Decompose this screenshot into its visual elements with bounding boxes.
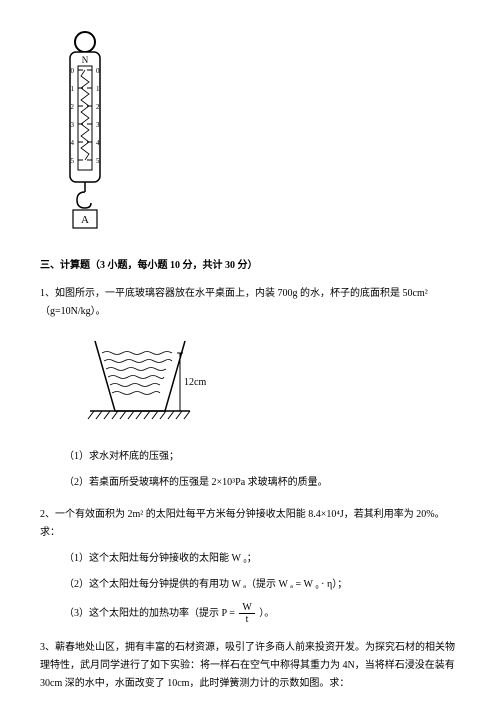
scale-unit-label: N: [82, 55, 89, 65]
problem-3-stem: 3、蕲春地处山区，拥有丰富的石材资源，吸引了许多商人前来投资开发。为探究石材的相…: [40, 639, 460, 693]
problem-1: 1、如图所示，一平底玻璃容器放在水平桌面上，内装 700g 的水，杯子的底面积是…: [40, 285, 460, 492]
problem-1-q1: （1）求水对杯底的压强；: [64, 448, 460, 466]
problem-3: 3、蕲春地处山区，拥有丰富的石材资源，吸引了许多商人前来投资开发。为探究石材的相…: [40, 639, 460, 693]
problem-2-stem: 2、一个有效面积为 2m² 的太阳灶每平方米每分钟接收太阳能 8.4×10⁴J，…: [40, 506, 460, 542]
problem-2-q3: （3）这个太阳灶的加热功率（提示 P = W t ）。: [64, 602, 460, 625]
scale-window: [78, 66, 92, 170]
svg-text:2: 2: [96, 103, 100, 111]
problem-2-q2: （2）这个太阳灶每分钟提供的有用功 W ₐ（提示 W ₐ = W ₀ · η）；: [64, 576, 460, 594]
svg-text:2: 2: [71, 103, 75, 111]
svg-text:0: 0: [71, 67, 75, 75]
problem-2-q1: （1）这个太阳灶每分钟接收的太阳能 W ₀；: [64, 550, 460, 568]
scale-ring: [75, 32, 95, 52]
block-a-label: A: [81, 214, 89, 226]
svg-text:1: 1: [96, 85, 100, 93]
scale-hook: [77, 192, 91, 208]
svg-text:1: 1: [71, 85, 75, 93]
svg-text:4: 4: [71, 139, 75, 147]
water-lines: [102, 352, 172, 395]
svg-text:3: 3: [96, 121, 100, 129]
beaker-figure: 12cm: [80, 331, 460, 438]
ground-hatch: [88, 411, 190, 419]
frac-den: t: [239, 614, 254, 625]
problem-1-q2: （2）若桌面所受玻璃杯的压强是 2×10³Pa 求玻璃杯的质量。: [64, 474, 460, 492]
spring-scale-svg: N 0 0 1 1 2 2 3 3 4 4 5 5 A: [50, 30, 120, 230]
frac-num: W: [239, 602, 254, 614]
svg-text:3: 3: [71, 121, 75, 129]
beaker-svg: 12cm: [80, 331, 220, 431]
problem-2-q3-text-b: ）。: [259, 608, 274, 619]
fraction-w-over-t: W t: [239, 602, 254, 625]
svg-text:5: 5: [71, 157, 75, 165]
section-title: 三、计算题（3 小题，每小题 10 分，共计 30 分）: [40, 257, 460, 275]
svg-text:4: 4: [96, 139, 100, 147]
problem-1-stem: 1、如图所示，一平底玻璃容器放在水平桌面上，内装 700g 的水，杯子的底面积是…: [40, 285, 460, 321]
svg-text:0: 0: [96, 67, 100, 75]
problem-2-q3-text-a: （3）这个太阳灶的加热功率（提示 P =: [64, 608, 237, 619]
svg-text:5: 5: [96, 157, 100, 165]
spring-scale-figure: N 0 0 1 1 2 2 3 3 4 4 5 5 A: [50, 30, 460, 237]
problem-2: 2、一个有效面积为 2m² 的太阳灶每平方米每分钟接收太阳能 8.4×10⁴J，…: [40, 506, 460, 625]
depth-label: 12cm: [184, 377, 206, 388]
